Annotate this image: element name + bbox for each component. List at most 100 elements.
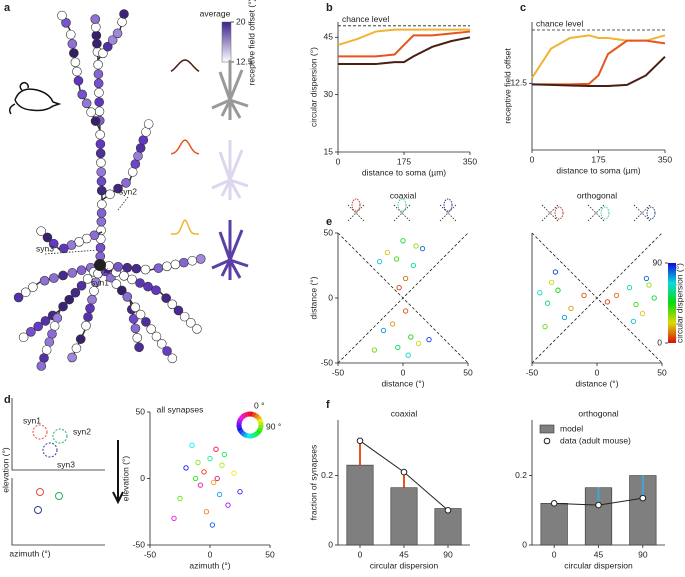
x-tick-label: 90 bbox=[638, 549, 648, 559]
synapse bbox=[40, 276, 49, 285]
point bbox=[553, 270, 557, 274]
synapse bbox=[86, 304, 95, 313]
x-axis-label: distance (°) bbox=[575, 378, 618, 388]
synapse bbox=[188, 256, 197, 265]
data-point bbox=[551, 501, 557, 507]
y-tick-label: 45 bbox=[324, 32, 334, 42]
synapse bbox=[82, 99, 91, 108]
synapse bbox=[92, 31, 101, 40]
synapse bbox=[96, 158, 105, 167]
point bbox=[198, 483, 202, 487]
synapse bbox=[49, 274, 58, 283]
point bbox=[569, 306, 573, 310]
point bbox=[396, 345, 400, 349]
icon-field bbox=[601, 207, 609, 219]
synapse bbox=[37, 362, 46, 371]
x-tick-label: 0 bbox=[358, 549, 363, 559]
synapse bbox=[139, 136, 148, 145]
point bbox=[562, 315, 566, 319]
synapse-label: syn1 bbox=[91, 277, 109, 287]
point bbox=[385, 250, 389, 254]
synapse bbox=[96, 130, 105, 139]
colorbar-tick-label: 20 bbox=[236, 16, 246, 26]
synapse bbox=[128, 275, 137, 284]
synapse bbox=[42, 346, 51, 355]
y-tick-label: 50 bbox=[136, 406, 146, 416]
color-wheel bbox=[258, 417, 260, 419]
icon-branch bbox=[230, 70, 242, 100]
point bbox=[647, 283, 651, 287]
icon-field bbox=[444, 199, 452, 211]
panel-label: b bbox=[326, 2, 333, 14]
x-tick-label: 175 bbox=[397, 156, 411, 166]
synapse bbox=[59, 302, 68, 311]
chance-label: chance level bbox=[536, 18, 583, 28]
point bbox=[372, 348, 376, 352]
synapse bbox=[59, 271, 68, 280]
sketch-field bbox=[56, 493, 63, 500]
color-wheel bbox=[256, 415, 258, 417]
synapse-label: syn3 bbox=[36, 243, 54, 253]
synapse bbox=[120, 10, 129, 19]
synapse-label: syn3 bbox=[57, 459, 75, 469]
y-tick-label: 30 bbox=[324, 89, 334, 99]
legend-title: average bbox=[200, 8, 231, 18]
synapse bbox=[37, 227, 46, 236]
data-point bbox=[596, 502, 602, 508]
synapse bbox=[97, 209, 106, 218]
data-point bbox=[445, 507, 451, 513]
synapse bbox=[76, 335, 85, 344]
colorbar-label: circular dispersion (°) bbox=[674, 263, 684, 343]
sketch-field bbox=[35, 507, 42, 514]
synapse bbox=[131, 324, 140, 333]
point bbox=[214, 447, 218, 451]
point bbox=[420, 246, 424, 250]
sketch-field bbox=[33, 425, 47, 439]
y-tick-label: 0.2 bbox=[515, 470, 527, 480]
x-tick-label: 50 bbox=[657, 367, 667, 377]
bar bbox=[347, 465, 373, 545]
synapse bbox=[82, 321, 91, 330]
synapse bbox=[97, 200, 106, 209]
synapse bbox=[94, 88, 103, 97]
point bbox=[644, 276, 648, 280]
y-axis-label: circular dispersion (°) bbox=[308, 47, 318, 127]
synapse bbox=[96, 243, 105, 252]
color-wheel bbox=[260, 428, 261, 431]
point bbox=[178, 496, 182, 500]
sketch-field bbox=[43, 443, 57, 457]
point bbox=[193, 476, 197, 480]
x-tick-label: 45 bbox=[594, 549, 604, 559]
point bbox=[208, 456, 212, 460]
synapse bbox=[96, 140, 105, 149]
synapse bbox=[68, 39, 77, 48]
point bbox=[210, 523, 214, 527]
point bbox=[381, 328, 385, 332]
synapse bbox=[95, 98, 104, 107]
synapse bbox=[14, 293, 23, 302]
synapse bbox=[97, 168, 106, 177]
line-series bbox=[532, 35, 665, 78]
synapse bbox=[192, 324, 201, 333]
icon-field bbox=[352, 199, 360, 211]
point bbox=[390, 322, 394, 326]
y-tick-label: 50 bbox=[324, 227, 334, 237]
legend-swatch bbox=[544, 438, 550, 444]
synapse bbox=[74, 76, 83, 85]
synapse bbox=[45, 338, 54, 347]
icon-field bbox=[555, 207, 563, 219]
synapse bbox=[59, 244, 68, 253]
point bbox=[416, 341, 420, 345]
color-wheel bbox=[240, 431, 242, 433]
synapse bbox=[196, 254, 205, 263]
tuning-curve bbox=[171, 220, 199, 234]
y-tick-label: 0.2 bbox=[321, 470, 333, 480]
synapse bbox=[66, 30, 75, 39]
soma bbox=[94, 259, 106, 271]
point bbox=[397, 285, 401, 289]
point bbox=[204, 510, 208, 514]
y-axis-label: fraction of synapses bbox=[308, 445, 318, 521]
y-tick-label: 15 bbox=[324, 146, 334, 156]
